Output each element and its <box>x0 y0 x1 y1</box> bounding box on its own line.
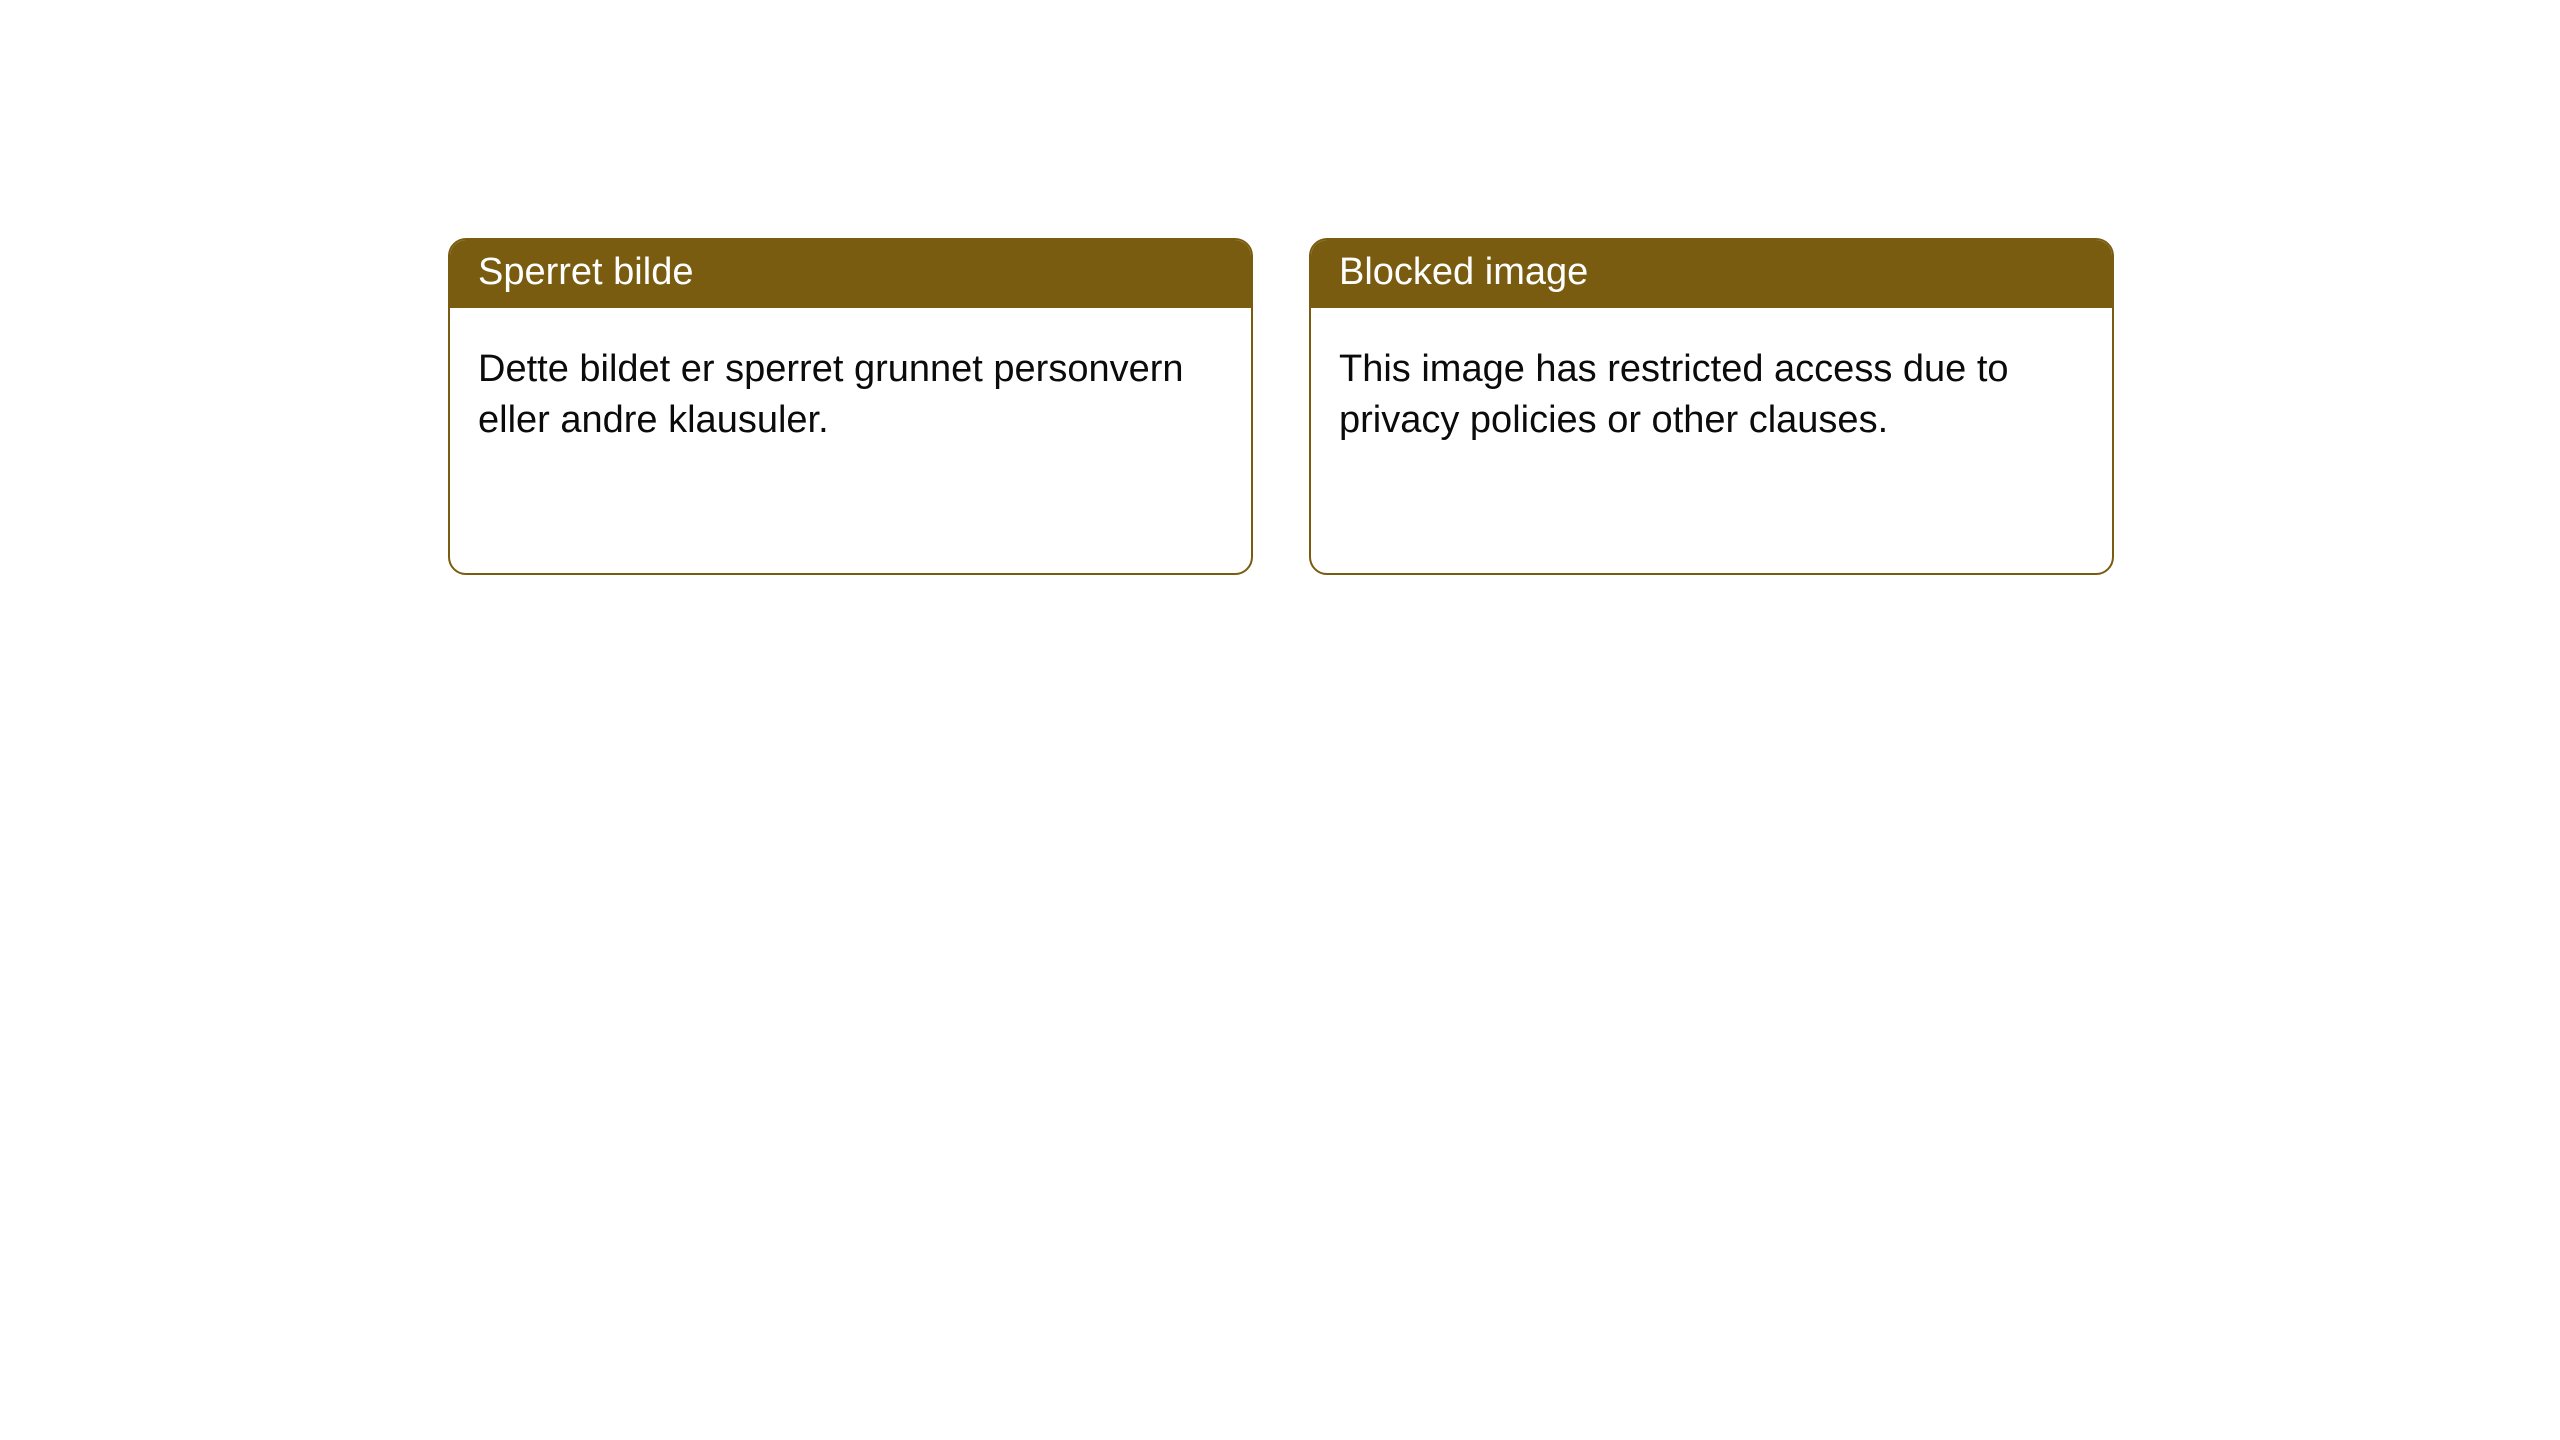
notice-card-english: Blocked image This image has restricted … <box>1309 238 2114 575</box>
notice-card-norwegian: Sperret bilde Dette bildet er sperret gr… <box>448 238 1253 575</box>
notice-title-norwegian: Sperret bilde <box>450 240 1251 308</box>
notice-body-english: This image has restricted access due to … <box>1311 308 2112 475</box>
notice-container: Sperret bilde Dette bildet er sperret gr… <box>0 0 2560 575</box>
notice-body-norwegian: Dette bildet er sperret grunnet personve… <box>450 308 1251 475</box>
notice-title-english: Blocked image <box>1311 240 2112 308</box>
